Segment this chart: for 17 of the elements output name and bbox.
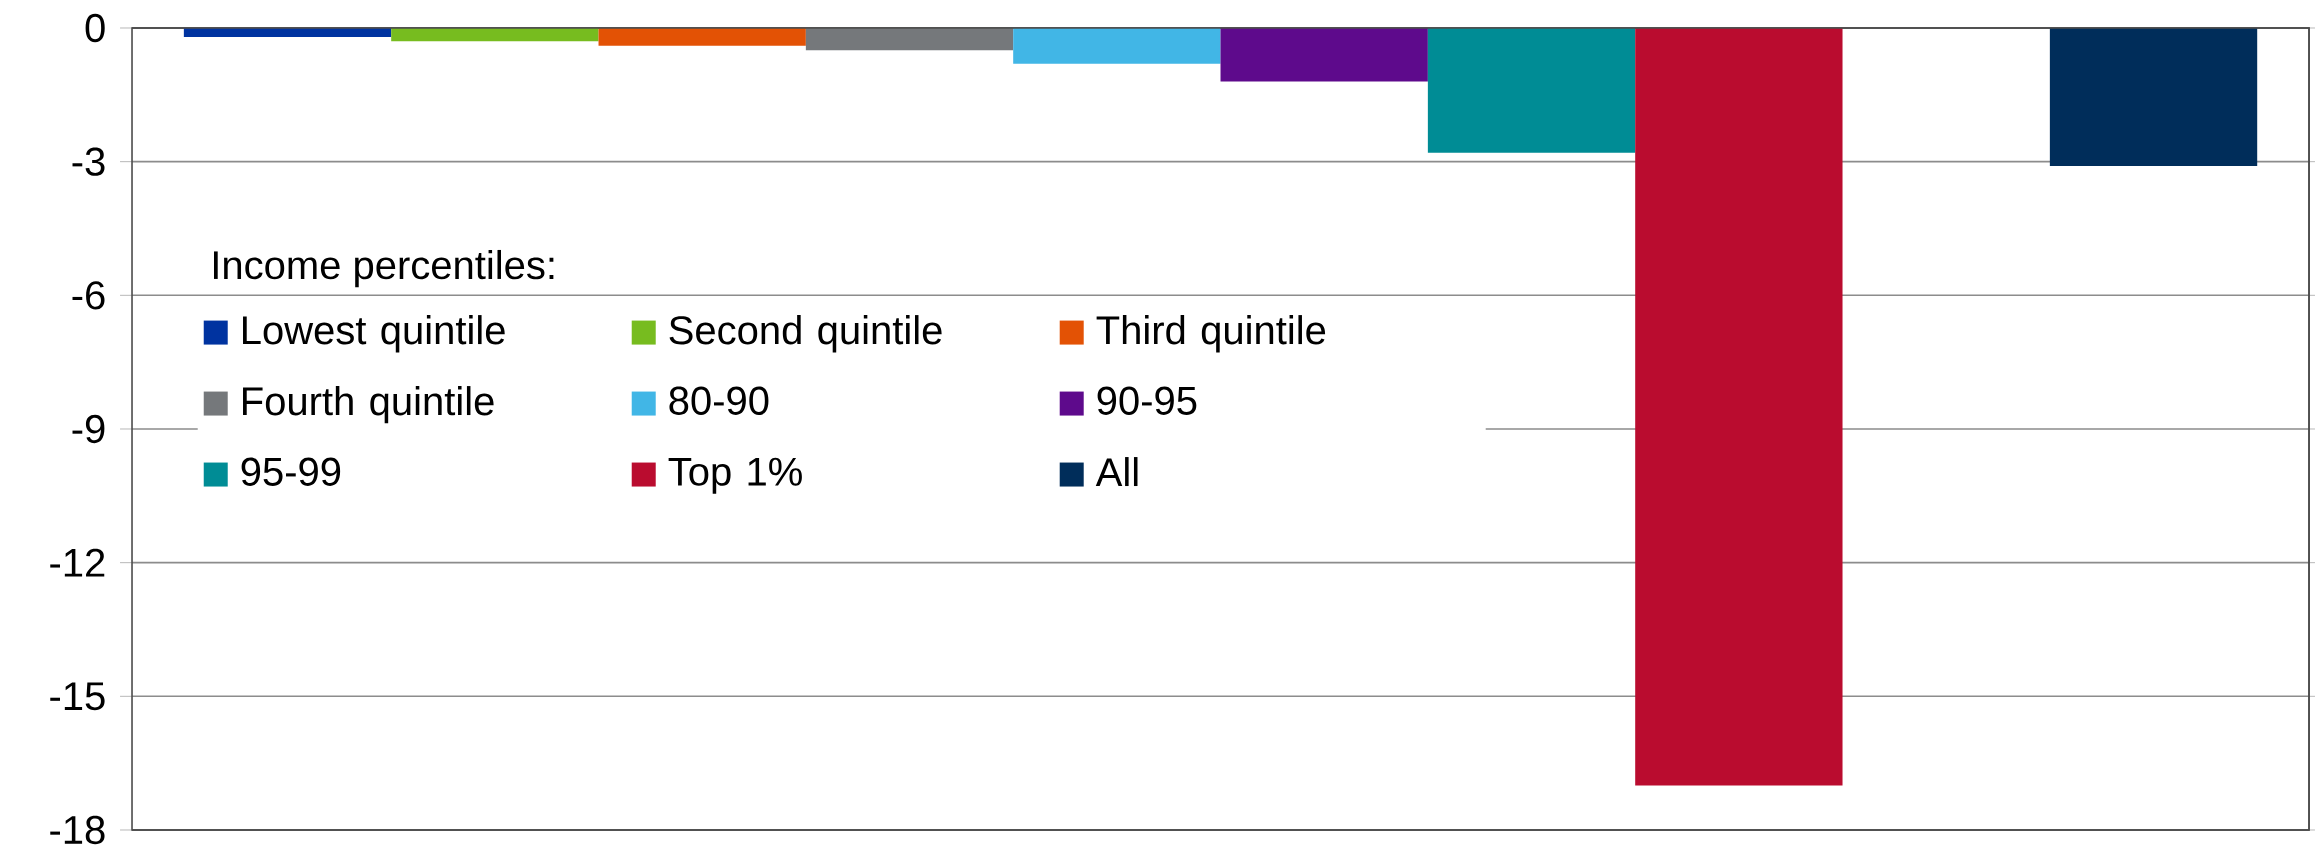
legend-label: Lowest quintile	[243, 315, 505, 353]
y-tick-label: 0	[85, 13, 105, 43]
legend-title: Income percentiles:	[213, 249, 554, 288]
y-tick-label: -15	[50, 682, 105, 711]
y-tick-label: -3	[72, 147, 105, 176]
legend-label: 80-90	[669, 386, 769, 415]
legend-label: 95-99	[241, 457, 341, 486]
y-tick-label: -6	[72, 281, 105, 310]
legend-label: All	[1095, 457, 1138, 487]
legend-label: 90-95	[1097, 386, 1197, 415]
legend-label: Third quintile	[1096, 315, 1326, 353]
y-tick-label: -12	[50, 548, 105, 577]
legend-label: Top 1%	[668, 457, 802, 494]
legend-label: Second quintile	[669, 315, 942, 353]
y-tick-label: -18	[50, 815, 105, 845]
legend-label: Fourth quintile	[243, 386, 494, 424]
y-tick-label: -9	[72, 414, 105, 444]
